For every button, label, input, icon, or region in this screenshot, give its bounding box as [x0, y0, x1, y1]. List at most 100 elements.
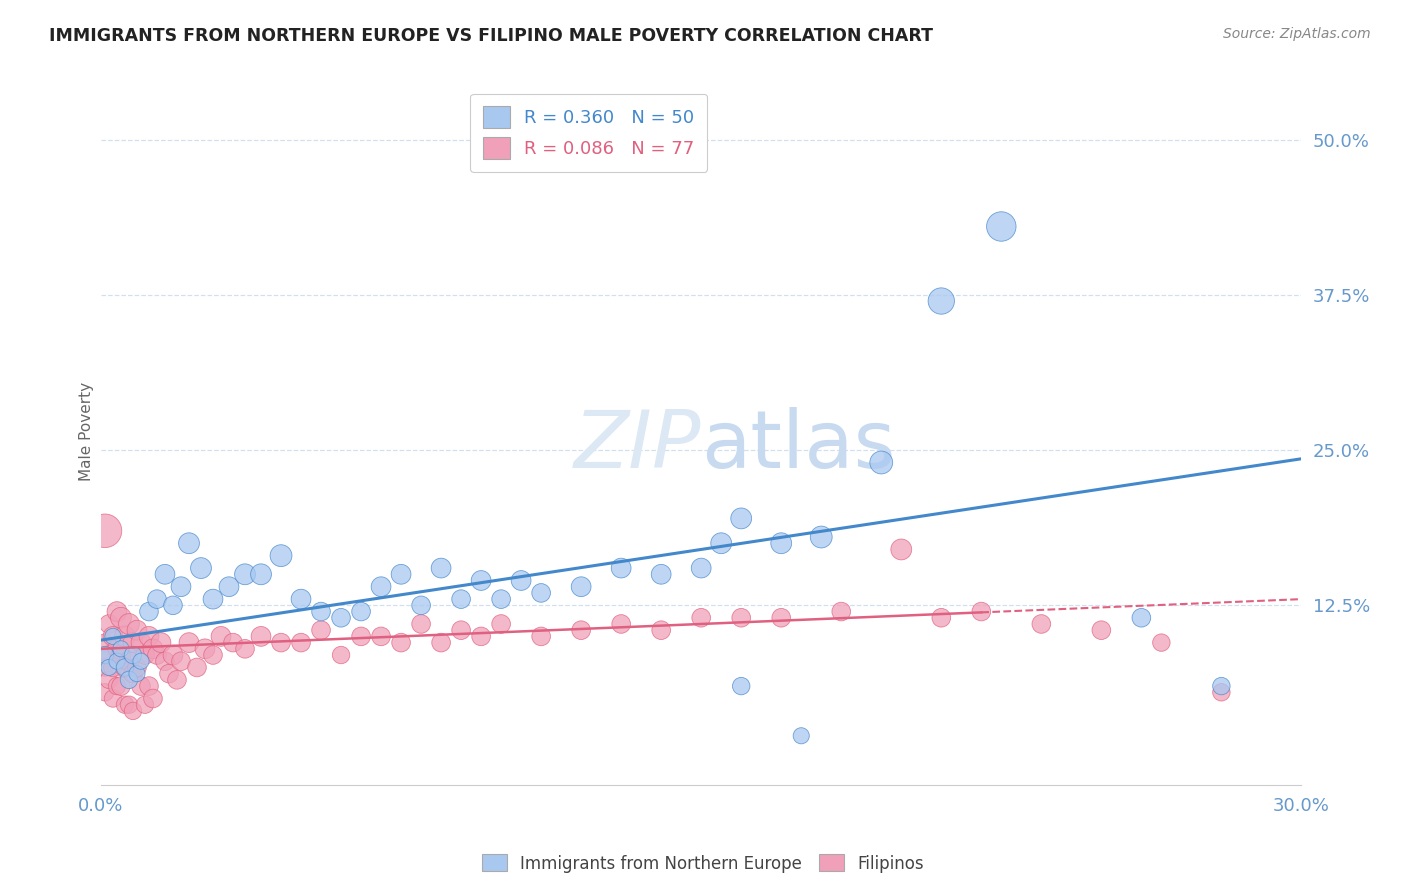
Text: IMMIGRANTS FROM NORTHERN EUROPE VS FILIPINO MALE POVERTY CORRELATION CHART: IMMIGRANTS FROM NORTHERN EUROPE VS FILIP…: [49, 27, 934, 45]
Point: [350, 605, 373, 619]
Point: [138, 629, 160, 643]
Point: [470, 629, 492, 643]
Point: [146, 592, 169, 607]
Point: [233, 567, 256, 582]
Point: [489, 617, 512, 632]
Point: [190, 561, 212, 575]
Point: [450, 623, 472, 637]
Point: [870, 455, 893, 469]
Point: [149, 635, 172, 649]
Point: [330, 611, 353, 625]
Point: [270, 635, 292, 649]
Point: [530, 586, 553, 600]
Point: [929, 611, 952, 625]
Point: [134, 698, 156, 712]
Point: [118, 698, 141, 712]
Point: [162, 648, 184, 662]
Point: [370, 580, 392, 594]
Point: [153, 654, 176, 668]
Legend: R = 0.360   N = 50, R = 0.086   N = 77: R = 0.360 N = 50, R = 0.086 N = 77: [470, 94, 707, 172]
Point: [730, 511, 752, 525]
Point: [110, 641, 132, 656]
Point: [389, 635, 412, 649]
Point: [730, 611, 752, 625]
Point: [810, 530, 832, 544]
Point: [1211, 679, 1233, 693]
Point: [162, 599, 184, 613]
Point: [569, 580, 592, 594]
Point: [370, 629, 392, 643]
Point: [530, 629, 553, 643]
Point: [129, 635, 152, 649]
Point: [201, 648, 224, 662]
Point: [1090, 623, 1112, 637]
Point: [790, 729, 813, 743]
Point: [610, 561, 633, 575]
Point: [101, 629, 124, 643]
Point: [470, 574, 492, 588]
Point: [138, 605, 160, 619]
Point: [105, 641, 128, 656]
Point: [138, 679, 160, 693]
Point: [166, 673, 188, 687]
Point: [209, 629, 232, 643]
Point: [650, 567, 672, 582]
Point: [389, 567, 412, 582]
Point: [309, 605, 332, 619]
Point: [114, 698, 136, 712]
Point: [122, 666, 145, 681]
Point: [290, 592, 312, 607]
Point: [186, 660, 208, 674]
Point: [114, 660, 136, 674]
Y-axis label: Male Poverty: Male Poverty: [79, 382, 94, 481]
Point: [110, 648, 132, 662]
Point: [270, 549, 292, 563]
Point: [114, 660, 136, 674]
Point: [409, 617, 432, 632]
Point: [142, 641, 165, 656]
Point: [142, 691, 165, 706]
Point: [129, 679, 152, 693]
Point: [770, 536, 793, 550]
Point: [97, 617, 120, 632]
Point: [1150, 635, 1173, 649]
Point: [122, 648, 145, 662]
Point: [1031, 617, 1053, 632]
Point: [118, 654, 141, 668]
Point: [250, 629, 273, 643]
Legend: Immigrants from Northern Europe, Filipinos: Immigrants from Northern Europe, Filipin…: [475, 847, 931, 880]
Point: [929, 293, 952, 308]
Point: [94, 635, 117, 649]
Point: [146, 648, 169, 662]
Point: [134, 648, 156, 662]
Point: [94, 648, 117, 662]
Point: [114, 629, 136, 643]
Point: [409, 599, 432, 613]
Point: [101, 629, 124, 643]
Point: [710, 536, 733, 550]
Point: [730, 679, 752, 693]
Point: [122, 635, 145, 649]
Point: [1211, 685, 1233, 699]
Point: [569, 623, 592, 637]
Point: [250, 567, 273, 582]
Point: [118, 673, 141, 687]
Point: [97, 660, 120, 674]
Point: [430, 561, 453, 575]
Point: [94, 685, 117, 699]
Point: [690, 561, 713, 575]
Point: [105, 654, 128, 668]
Point: [489, 592, 512, 607]
Point: [157, 666, 180, 681]
Point: [153, 567, 176, 582]
Point: [101, 660, 124, 674]
Point: [97, 648, 120, 662]
Point: [129, 654, 152, 668]
Point: [1130, 611, 1153, 625]
Point: [94, 660, 117, 674]
Point: [105, 605, 128, 619]
Text: ZIP: ZIP: [574, 407, 702, 484]
Point: [770, 611, 793, 625]
Point: [990, 219, 1012, 234]
Point: [122, 704, 145, 718]
